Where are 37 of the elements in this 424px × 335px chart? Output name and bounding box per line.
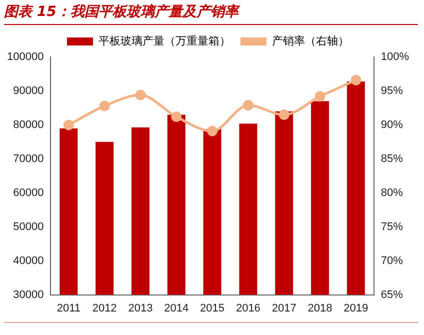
y-tick-label: 70000 <box>13 152 44 165</box>
y2-tick-label: 100% <box>380 51 410 64</box>
y-tick-label: 60000 <box>13 186 44 199</box>
y2-tick-label: 70% <box>380 254 404 267</box>
y-tick-label: 30000 <box>13 288 44 301</box>
x-tick-label: 2018 <box>308 302 332 314</box>
x-tick-label: 2011 <box>56 302 80 314</box>
chart-title: 图表 15：我国平板玻璃产量及产销率 <box>4 3 418 25</box>
y-tick-label: 100000 <box>6 51 44 64</box>
y2-tick-label: 80% <box>380 186 404 199</box>
point <box>171 112 182 122</box>
x-tick-label: 2015 <box>200 302 225 314</box>
legend-label: 平板玻璃产量（万重量箱） <box>98 34 230 48</box>
point <box>278 110 290 120</box>
y2-tick-label: 75% <box>380 220 404 233</box>
x-tick-label: 2016 <box>236 302 260 314</box>
y2-tick-label: 95% <box>380 85 404 98</box>
y-tick-label: 90000 <box>13 85 44 98</box>
y2-tick-label: 90% <box>380 118 404 131</box>
x-tick-label: 2014 <box>164 302 189 314</box>
x-tick-label: 2019 <box>344 302 368 314</box>
x-tick-label: 2017 <box>272 302 296 314</box>
point <box>63 120 74 130</box>
point <box>314 91 326 102</box>
x-tick-label: 2012 <box>92 302 117 314</box>
point <box>207 126 218 136</box>
y-tick-label: 40000 <box>13 254 44 267</box>
point <box>242 100 254 110</box>
point <box>350 74 362 86</box>
y2-tick-label: 65% <box>380 288 404 301</box>
y2-tick-label: 85% <box>380 152 404 165</box>
legend-label: 产销率（右轴） <box>272 34 349 48</box>
point <box>135 90 146 100</box>
y-tick-label: 80000 <box>13 118 44 131</box>
x-tick-label: 2013 <box>128 302 153 314</box>
point <box>99 100 110 112</box>
y-tick-label: 50000 <box>13 220 44 233</box>
